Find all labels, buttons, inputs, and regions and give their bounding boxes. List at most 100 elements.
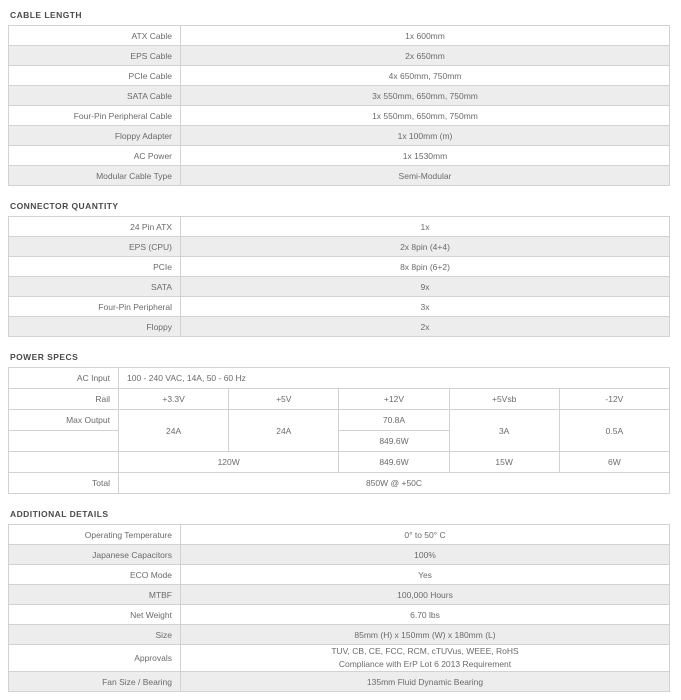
row-value: Yes bbox=[180, 564, 670, 585]
row-value: 1x 600mm bbox=[180, 25, 670, 46]
row-label-fan: Fan Size / Bearing bbox=[8, 671, 181, 693]
row-label: Size bbox=[8, 624, 181, 645]
section-title-additional-details: ADDITIONAL DETAILS bbox=[10, 509, 109, 519]
row-label: EPS (CPU) bbox=[8, 236, 181, 257]
max-output-5vsb: 3A bbox=[448, 409, 560, 452]
table-row: Size 85mm (H) x 150mm (W) x 180mm (L) bbox=[8, 624, 670, 645]
table-power-specs: AC Input 100 - 240 VAC, 14A, 50 - 60 Hz … bbox=[8, 367, 671, 494]
row-value-ac-input: 100 - 240 VAC, 14A, 50 - 60 Hz bbox=[118, 367, 670, 389]
table-row: Japanese Capacitors 100% bbox=[8, 544, 670, 565]
table-row: PCIe 8x 8pin (6+2) bbox=[8, 256, 670, 277]
rail-header-3v3: +3.3V bbox=[117, 388, 230, 410]
table-row-fan: Fan Size / Bearing 135mm Fluid Dynamic B… bbox=[8, 671, 670, 693]
row-value-fan: 135mm Fluid Dynamic Bearing bbox=[180, 671, 670, 693]
row-value: 3x 550mm, 650mm, 750mm bbox=[180, 85, 670, 106]
table-row: SATA Cable 3x 550mm, 650mm, 750mm bbox=[8, 85, 670, 106]
table-row-approvals: Approvals TUV, CB, CE, FCC, RCM, cTUVus,… bbox=[8, 643, 670, 673]
row-label: SATA Cable bbox=[8, 85, 181, 106]
row-value: 1x 100mm (m) bbox=[180, 125, 670, 146]
row-label-max-output: Max Output bbox=[8, 409, 119, 431]
approvals-line-1: TUV, CB, CE, FCC, RCM, cTUVus, WEEE, RoH… bbox=[331, 646, 519, 656]
row-value: 2x 8pin (4+4) bbox=[180, 236, 670, 257]
table-row: EPS (CPU) 2x 8pin (4+4) bbox=[8, 236, 670, 257]
combined-watts-low-rails: 120W bbox=[117, 451, 340, 473]
row-label-rail: Rail bbox=[8, 388, 119, 410]
table-row: 24 Pin ATX 1x bbox=[8, 216, 670, 237]
table-row: Four-Pin Peripheral Cable 1x 550mm, 650m… bbox=[8, 105, 670, 126]
row-label-blank-1 bbox=[8, 430, 119, 452]
row-label: Four-Pin Peripheral bbox=[8, 296, 181, 317]
power-row-max-output: Max Output 24A 24A 70.8A 3A 0.5A bbox=[8, 409, 671, 452]
table-row: PCIe Cable 4x 650mm, 750mm bbox=[8, 65, 670, 86]
row-value: 85mm (H) x 150mm (W) x 180mm (L) bbox=[180, 624, 670, 645]
combined-watts-5vsb: 15W bbox=[448, 451, 560, 473]
row-value: 1x 1530mm bbox=[180, 145, 670, 166]
row-value: 2x bbox=[180, 316, 670, 337]
row-label: SATA bbox=[8, 276, 181, 297]
row-label: Floppy bbox=[8, 316, 181, 337]
rail-header-12v: +12V bbox=[338, 388, 450, 410]
rail-header-5vsb: +5Vsb bbox=[448, 388, 560, 410]
table-row: Floppy Adapter 1x 100mm (m) bbox=[8, 125, 670, 146]
row-value: 2x 650mm bbox=[180, 45, 670, 66]
row-value-approvals: TUV, CB, CE, FCC, RCM, cTUVus, WEEE, RoH… bbox=[180, 643, 670, 673]
rail-header-minus12v: -12V bbox=[558, 388, 671, 410]
table-row: Four-Pin Peripheral 3x bbox=[8, 296, 670, 317]
max-output-3v3: 24A bbox=[117, 409, 230, 452]
table-row: Floppy 2x bbox=[8, 316, 670, 337]
table-row: Modular Cable Type Semi-Modular bbox=[8, 165, 670, 186]
section-spacer bbox=[8, 337, 671, 348]
section-additional-details: ADDITIONAL DETAILS Operating Temperature… bbox=[8, 509, 671, 693]
power-row-rail: Rail +3.3V +5V +12V +5Vsb -12V bbox=[8, 388, 671, 410]
row-label: ATX Cable bbox=[8, 25, 181, 46]
row-label: ECO Mode bbox=[8, 564, 181, 585]
table-connector-quantity: 24 Pin ATX 1x EPS (CPU) 2x 8pin (4+4) PC… bbox=[8, 216, 670, 337]
section-connector-quantity: CONNECTOR QUANTITY 24 Pin ATX 1x EPS (CP… bbox=[8, 201, 671, 337]
combined-watts-minus12v: 6W bbox=[558, 451, 671, 473]
table-row: ECO Mode Yes bbox=[8, 564, 670, 585]
row-value: 1x 550mm, 650mm, 750mm bbox=[180, 105, 670, 126]
row-label: Net Weight bbox=[8, 604, 181, 625]
table-cable-length: ATX Cable 1x 600mm EPS Cable 2x 650mm PC… bbox=[8, 25, 670, 186]
row-label: Modular Cable Type bbox=[8, 165, 181, 186]
power-row-ac-input: AC Input 100 - 240 VAC, 14A, 50 - 60 Hz bbox=[8, 367, 670, 389]
table-additional-details: Operating Temperature 0° to 50° C Japane… bbox=[8, 524, 670, 693]
table-row: AC Power 1x 1530mm bbox=[8, 145, 670, 166]
section-cable-length: CABLE LENGTH ATX Cable 1x 600mm EPS Cabl… bbox=[8, 10, 671, 186]
table-row: SATA 9x bbox=[8, 276, 670, 297]
power-row-combined-watts: 120W 849.6W 15W 6W bbox=[8, 451, 671, 473]
table-row: EPS Cable 2x 650mm bbox=[8, 45, 670, 66]
section-title-power-specs: POWER SPECS bbox=[10, 352, 79, 362]
max-output-12v-amps: 70.8A bbox=[338, 409, 450, 431]
row-value-total: 850W @ +50C bbox=[118, 472, 670, 494]
row-label: MTBF bbox=[8, 584, 181, 605]
rail-header-5v: +5V bbox=[228, 388, 340, 410]
row-value: 0° to 50° C bbox=[180, 524, 670, 545]
table-row: ATX Cable 1x 600mm bbox=[8, 25, 670, 46]
row-value: 9x bbox=[180, 276, 670, 297]
row-value: 3x bbox=[180, 296, 670, 317]
table-row: MTBF 100,000 Hours bbox=[8, 584, 670, 605]
row-value: 4x 650mm, 750mm bbox=[180, 65, 670, 86]
row-value: 8x 8pin (6+2) bbox=[180, 256, 670, 277]
row-value: 100,000 Hours bbox=[180, 584, 670, 605]
row-label-total: Total bbox=[8, 472, 119, 494]
row-value: Semi-Modular bbox=[180, 165, 670, 186]
row-value: 100% bbox=[180, 544, 670, 565]
row-label-ac-input: AC Input bbox=[8, 367, 119, 389]
row-label: PCIe bbox=[8, 256, 181, 277]
section-title-cable-length: CABLE LENGTH bbox=[10, 10, 82, 20]
row-label: 24 Pin ATX bbox=[8, 216, 181, 237]
table-row: Net Weight 6.70 lbs bbox=[8, 604, 670, 625]
max-output-minus12v: 0.5A bbox=[558, 409, 671, 452]
row-label: PCIe Cable bbox=[8, 65, 181, 86]
row-label: Floppy Adapter bbox=[8, 125, 181, 146]
row-label-blank-2 bbox=[8, 451, 119, 473]
row-label: EPS Cable bbox=[8, 45, 181, 66]
row-label: Four-Pin Peripheral Cable bbox=[8, 105, 181, 126]
row-label-approvals: Approvals bbox=[8, 643, 181, 673]
row-label: AC Power bbox=[8, 145, 181, 166]
power-row-12v-watts: 849.6W bbox=[8, 430, 670, 452]
section-spacer bbox=[8, 494, 671, 505]
